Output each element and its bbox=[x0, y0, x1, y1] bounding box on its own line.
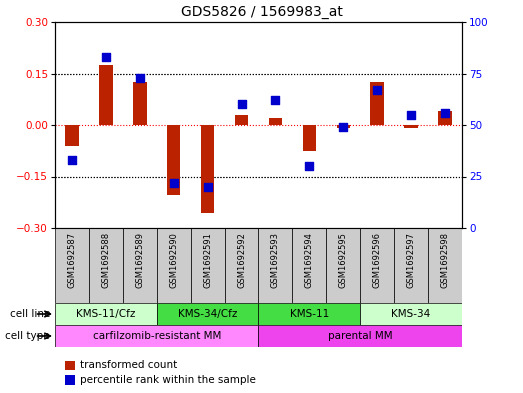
Text: transformed count: transformed count bbox=[80, 360, 177, 370]
Text: KMS-34: KMS-34 bbox=[392, 309, 431, 319]
Bar bbox=[55, 325, 258, 347]
Text: KMS-11: KMS-11 bbox=[290, 309, 329, 319]
Bar bbox=[394, 228, 428, 303]
Bar bbox=[370, 82, 384, 125]
Point bbox=[169, 180, 178, 186]
Bar bbox=[326, 228, 360, 303]
Text: GSM1692597: GSM1692597 bbox=[406, 232, 416, 288]
Bar bbox=[303, 125, 316, 151]
Bar bbox=[404, 125, 418, 129]
Bar bbox=[191, 228, 224, 303]
Point bbox=[135, 75, 144, 81]
Text: cell type: cell type bbox=[5, 331, 50, 341]
Bar bbox=[428, 228, 462, 303]
Bar bbox=[167, 125, 180, 195]
Bar bbox=[235, 115, 248, 125]
Point bbox=[101, 54, 110, 60]
Text: GSM1692593: GSM1692593 bbox=[271, 232, 280, 288]
Bar bbox=[292, 228, 326, 303]
Text: GSM1692596: GSM1692596 bbox=[373, 232, 382, 288]
Text: KMS-11/Cfz: KMS-11/Cfz bbox=[76, 309, 135, 319]
Bar bbox=[258, 325, 462, 347]
Point bbox=[339, 124, 347, 130]
Text: GSM1692595: GSM1692595 bbox=[339, 232, 348, 288]
Text: GSM1692587: GSM1692587 bbox=[67, 232, 76, 288]
Bar bbox=[201, 125, 214, 213]
Text: percentile rank within the sample: percentile rank within the sample bbox=[80, 375, 256, 385]
Bar bbox=[336, 125, 350, 129]
Bar bbox=[89, 228, 123, 303]
Text: GSM1692589: GSM1692589 bbox=[135, 232, 144, 288]
Bar bbox=[55, 303, 157, 325]
Bar bbox=[360, 228, 394, 303]
Bar bbox=[133, 82, 146, 125]
Bar bbox=[157, 228, 191, 303]
Bar bbox=[123, 228, 157, 303]
Bar bbox=[65, 125, 79, 145]
Point bbox=[407, 112, 415, 118]
Bar bbox=[438, 111, 452, 125]
Point bbox=[68, 157, 76, 163]
Text: GSM1692588: GSM1692588 bbox=[101, 232, 110, 288]
Point bbox=[305, 163, 314, 169]
Bar bbox=[157, 303, 258, 325]
Bar bbox=[55, 228, 89, 303]
Bar bbox=[269, 118, 282, 125]
Text: GSM1692598: GSM1692598 bbox=[440, 232, 450, 288]
Text: GSM1692591: GSM1692591 bbox=[203, 232, 212, 288]
Text: GDS5826 / 1569983_at: GDS5826 / 1569983_at bbox=[180, 5, 343, 19]
Bar bbox=[360, 303, 462, 325]
Text: GSM1692590: GSM1692590 bbox=[169, 232, 178, 288]
Point bbox=[441, 110, 449, 116]
Bar bbox=[99, 65, 112, 125]
Text: GSM1692592: GSM1692592 bbox=[237, 232, 246, 288]
Text: cell line: cell line bbox=[9, 309, 50, 319]
Text: parental MM: parental MM bbox=[328, 331, 393, 341]
Point bbox=[373, 87, 381, 93]
Bar bbox=[224, 228, 258, 303]
Point bbox=[203, 184, 212, 190]
Bar bbox=[258, 228, 292, 303]
Text: KMS-34/Cfz: KMS-34/Cfz bbox=[178, 309, 237, 319]
Point bbox=[237, 101, 246, 108]
Text: carfilzomib-resistant MM: carfilzomib-resistant MM bbox=[93, 331, 221, 341]
Text: GSM1692594: GSM1692594 bbox=[305, 232, 314, 288]
Bar bbox=[258, 303, 360, 325]
Point bbox=[271, 97, 280, 103]
